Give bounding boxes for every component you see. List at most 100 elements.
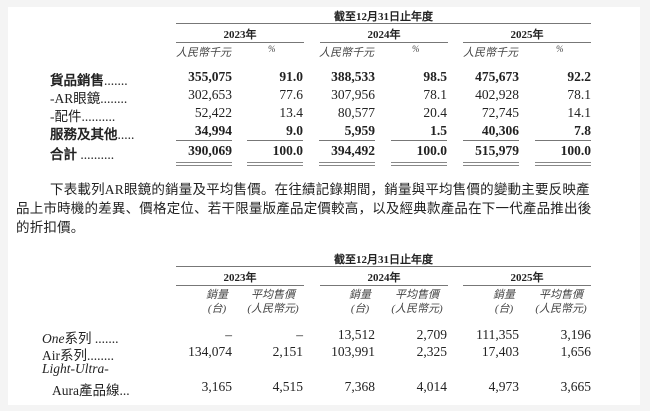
cell-value: 388,533 [331,69,375,84]
year-header: 2025年 [510,272,544,284]
unit-label: (台) [494,303,514,315]
row-label: Air系列........ [42,344,114,364]
cell-value: 34,994 [194,123,232,138]
cell-value: 100.0 [416,143,447,158]
row-label: Aura產品線... [52,379,130,399]
cell-value: 475,673 [475,69,519,84]
row-label: 服務及其他..... [50,123,134,143]
row-label-text: 貨品銷售 [50,73,104,88]
paragraph-line: 的折扣價。 [16,220,85,235]
cell-value: 5,959 [344,123,375,138]
total-double-rule [391,162,447,166]
cell-value: 2,151 [272,344,303,359]
cell-value: 302,653 [188,87,232,102]
cell-value: 13,512 [337,327,375,342]
leader-dots: .......... [77,147,115,162]
unit-label: (台) [207,303,227,315]
cell-value: 390,069 [188,143,232,158]
cell-value: 355,075 [188,69,232,84]
total-double-rule [176,162,232,166]
subtotal-rule [463,140,519,141]
total-double-rule [247,162,303,166]
paragraph-line: 品上市時機的差異、價格定位、若干限量版產品定價較高，以及經典款產品在下一代產品推… [16,201,592,216]
row-label-text: Air系列 [42,348,87,363]
cell-value: 1.5 [430,123,447,138]
rule [463,285,591,286]
year-header: 2023年 [223,29,257,41]
cell-value: – [225,327,232,342]
cell-value: 2,325 [416,344,447,359]
unit-label: (台) [350,303,370,315]
period-header: 截至12月31日止年度 [334,11,433,23]
unit-label: (人民幣元) [391,303,443,315]
total-double-rule [319,162,375,166]
cell-value: 98.5 [423,69,447,84]
rule [176,42,304,43]
leader-dots: ........ [100,91,128,106]
row-label: One系列 ....... [42,327,119,347]
cell-value: 103,991 [331,344,375,359]
unit-label: (人民幣元) [535,303,587,315]
cell-value: 20.4 [423,105,447,120]
cell-value: 134,074 [188,344,232,359]
rule [176,266,591,267]
subtotal-rule [319,140,375,141]
row-label: -配件.......... [50,105,115,125]
row-label-text: -配件 [50,109,82,124]
unit-label: 銷量 [349,289,371,301]
row-label-text: Aura產品線 [52,383,120,398]
unit-label: 人民幣千元 [176,47,231,59]
rule [320,42,448,43]
subtotal-rule [176,140,232,141]
unit-label: % [556,44,564,54]
year-header: 2023年 [223,272,257,284]
period-header: 截至12月31日止年度 [334,254,433,266]
unit-label: 銷量 [206,289,228,301]
row-label-text: -AR眼鏡 [50,91,101,106]
cell-value: 3,196 [560,327,591,342]
cell-value: 7,368 [344,379,375,394]
unit-label: 平均售價 [251,289,295,301]
unit-label: % [268,44,276,54]
document-card [8,7,640,405]
cell-value: 3,665 [560,379,591,394]
rule [320,285,448,286]
year-header: 2024年 [367,272,401,284]
subtotal-rule [391,140,447,141]
row-label: 合計 .......... [50,143,114,163]
rule [176,285,304,286]
cell-value: 3,165 [201,379,232,394]
cell-value: 4,973 [488,379,519,394]
unit-label: 人民幣千元 [463,47,518,59]
year-header: 2024年 [367,29,401,41]
row-label-text: 服務及其他 [50,127,118,142]
cell-value: 4,515 [272,379,303,394]
unit-label: (人民幣元) [247,303,299,315]
cell-value: 100.0 [272,143,303,158]
cell-value: 307,956 [331,87,375,102]
cell-value: 80,577 [337,105,375,120]
cell-value: 100.0 [560,143,591,158]
year-header: 2025年 [510,29,544,41]
row-label-text: 合計 [50,147,77,162]
leader-dots: ........ [87,348,114,363]
unit-label: 平均售價 [539,289,583,301]
cell-value: 78.1 [423,87,447,102]
paragraph-line: 下表載列AR眼鏡的銷量及平均售價。在往績記錄期間，銷量與平均售價的變動主要反映產 [50,182,590,197]
cell-value: 91.0 [279,69,303,84]
cell-value: 4,014 [416,379,447,394]
cell-value: 17,403 [481,344,519,359]
leader-dots: ... [119,383,130,398]
cell-value: 2,709 [416,327,447,342]
cell-value: 92.2 [567,69,591,84]
cell-value: 1,656 [560,344,591,359]
leader-dots: ..... [117,127,135,142]
cell-value: 394,492 [331,143,375,158]
cell-value: 9.0 [286,123,303,138]
row-label-italic: One [42,331,65,346]
cell-value: 40,306 [481,123,519,138]
cell-value: 111,355 [476,327,519,342]
unit-label: 銷量 [493,289,515,301]
row-label-text: 系列 [64,331,92,346]
row-label: -AR眼鏡........ [50,87,127,107]
